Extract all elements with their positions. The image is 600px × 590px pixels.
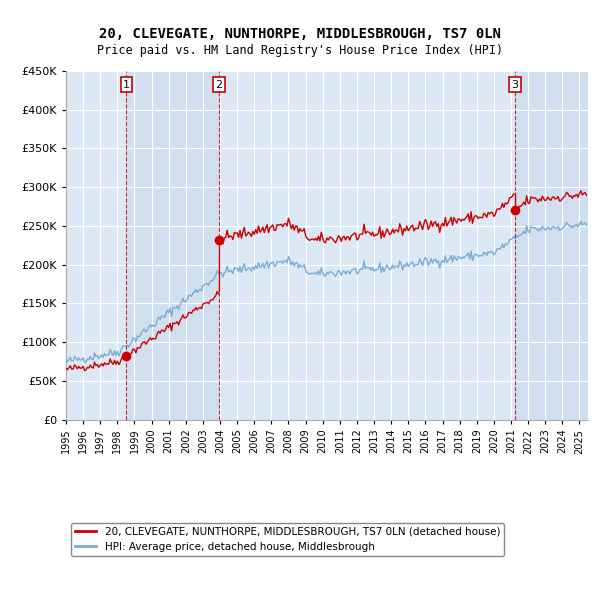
- Legend: 20, CLEVEGATE, NUNTHORPE, MIDDLESBROUGH, TS7 0LN (detached house), HPI: Average : 20, CLEVEGATE, NUNTHORPE, MIDDLESBROUGH,…: [71, 523, 504, 556]
- Bar: [127, 71, 219, 419]
- Text: 1: 1: [123, 80, 130, 90]
- Text: 20, CLEVEGATE, NUNTHORPE, MIDDLESBROUGH, TS7 0LN: 20, CLEVEGATE, NUNTHORPE, MIDDLESBROUGH,…: [99, 27, 501, 41]
- Bar: [515, 71, 588, 419]
- Text: 3: 3: [512, 80, 518, 90]
- Text: Price paid vs. HM Land Registry's House Price Index (HPI): Price paid vs. HM Land Registry's House …: [97, 44, 503, 57]
- Text: 2: 2: [215, 80, 223, 90]
